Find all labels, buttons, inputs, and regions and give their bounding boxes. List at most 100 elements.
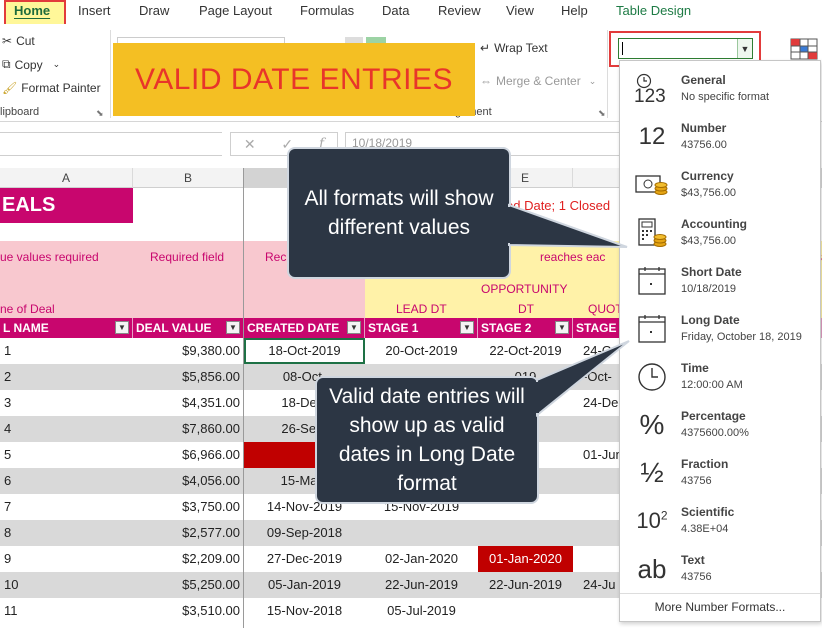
- column-header-e[interactable]: E: [478, 168, 573, 188]
- header-label: STAGE 2: [481, 321, 532, 335]
- tab-formulas[interactable]: Formulas: [300, 3, 355, 18]
- number-format-item-fraction[interactable]: ½ Fraction 43756: [620, 449, 820, 497]
- header-deal-name[interactable]: L NAME ▼: [0, 318, 133, 338]
- dialog-launcher-icon[interactable]: ⬊: [598, 108, 606, 118]
- cell-deal-value[interactable]: $5,856.00: [182, 369, 240, 384]
- format-painter-button[interactable]: 🖌 Format Painter: [2, 81, 101, 95]
- percent-icon: %: [639, 409, 665, 440]
- number-format-item-time[interactable]: Time 12:00:00 AM: [620, 353, 820, 401]
- cell-stage-2[interactable]: 22-Oct-2019: [489, 343, 562, 358]
- cell-deal-name[interactable]: 11: [4, 603, 18, 618]
- chevron-down-icon: ⌄: [588, 75, 597, 86]
- filter-dropdown-icon[interactable]: ▼: [460, 321, 474, 334]
- cell-deal-name[interactable]: 7: [4, 499, 12, 514]
- cell-created-date[interactable]: 05-Jan-2019: [268, 577, 341, 592]
- cell-stage-2[interactable]: [478, 598, 573, 624]
- tab-draw[interactable]: Draw: [139, 3, 170, 18]
- number-format-item-general[interactable]: 123 General No specific format: [620, 65, 820, 113]
- clock-icon: [632, 361, 672, 393]
- cell-deal-value[interactable]: $3,510.00: [182, 603, 240, 618]
- filter-dropdown-icon[interactable]: ▼: [115, 321, 129, 334]
- tab-review[interactable]: Review: [438, 3, 481, 18]
- column-header-a[interactable]: A: [0, 168, 133, 188]
- cell-stage-1[interactable]: [365, 520, 478, 546]
- cell-deal-name[interactable]: 1: [4, 343, 12, 358]
- number-format-item-accounting[interactable]: Accounting $43,756.00: [620, 209, 820, 257]
- tab-help[interactable]: Help: [561, 3, 588, 18]
- cell-deal-name[interactable]: 3: [4, 395, 12, 410]
- merge-center-button[interactable]: ⇔ Merge & Center ⌄: [480, 74, 596, 88]
- cell-stage-2[interactable]: [478, 520, 573, 546]
- number-format-item-text[interactable]: ab Text 43756: [620, 545, 820, 593]
- cell-deal-value[interactable]: $7,860.00: [182, 421, 240, 436]
- tab-page-layout[interactable]: Page Layout: [199, 3, 273, 18]
- chevron-down-icon[interactable]: ▼: [737, 39, 752, 58]
- cell-deal-value[interactable]: $9,380.00: [182, 343, 240, 358]
- cell-deal-name[interactable]: 6: [4, 473, 12, 488]
- cell-deal-value[interactable]: $5,250.00: [182, 577, 240, 592]
- tab-home[interactable]: Home: [14, 3, 51, 18]
- cell-created-date[interactable]: 15-Nov-2018: [266, 603, 343, 618]
- cell-stage-1[interactable]: 02-Jan-2020: [385, 551, 458, 566]
- general-123-icon: 123: [632, 73, 672, 107]
- table-row: 9 $2,209.00 27-Dec-2019 02-Jan-2020 01-Jan-2…: [0, 546, 822, 572]
- cut-button[interactable]: ✂ Cut: [2, 34, 35, 48]
- cell-stage-1[interactable]: 22-Jun-2019: [385, 577, 458, 592]
- cell-deal-name[interactable]: 9: [4, 551, 12, 566]
- cell-deal-name[interactable]: 10: [4, 577, 19, 592]
- cell-stage-2[interactable]: 22-Jun-2019: [489, 577, 562, 592]
- cell-created-date[interactable]: 18-Oct-2019: [244, 338, 365, 364]
- cell-created-date[interactable]: 09-Sep-2018: [266, 525, 343, 540]
- name-box[interactable]: [0, 132, 222, 156]
- filter-dropdown-icon[interactable]: ▼: [226, 321, 240, 334]
- number-format-item-short-date[interactable]: Short Date 10/18/2019: [620, 257, 820, 305]
- cell-stage-3[interactable]: 24-Dec: [583, 395, 625, 410]
- number-format-item-scientific[interactable]: 102 Scientific 4.38E+04: [620, 497, 820, 545]
- cell-stage-3[interactable]: 24-Ju: [583, 577, 616, 592]
- tab-insert[interactable]: Insert: [78, 3, 111, 18]
- cell-stage-1[interactable]: 20-Oct-2019: [385, 343, 458, 358]
- column-header-b[interactable]: B: [133, 168, 244, 188]
- header-created-date[interactable]: CREATED DATE ▼: [244, 318, 365, 338]
- cell-stage-1[interactable]: 05-Jul-2019: [387, 603, 456, 618]
- cut-label: Cut: [16, 34, 35, 48]
- copy-icon: ⧉: [2, 57, 11, 71]
- number-format-name: Long Date: [681, 313, 740, 327]
- conditional-formatting-icon[interactable]: [790, 38, 818, 60]
- cancel-icon[interactable]: ✕: [243, 135, 256, 152]
- number-format-item-percentage[interactable]: % Percentage 4375600.00%: [620, 401, 820, 449]
- copy-button[interactable]: ⧉ Copy ⌄: [2, 57, 60, 72]
- cell-deal-name[interactable]: 8: [4, 525, 12, 540]
- cell-deal-value[interactable]: $6,966.00: [182, 447, 240, 462]
- cell-deal-value[interactable]: $3,750.00: [182, 499, 240, 514]
- cell-deal-value[interactable]: $4,351.00: [182, 395, 240, 410]
- cell-deal-name[interactable]: 2: [4, 369, 12, 384]
- cell-deal-name[interactable]: 5: [4, 447, 12, 462]
- filter-dropdown-icon[interactable]: ▼: [347, 321, 361, 334]
- number-format-item-number[interactable]: 12 Number 43756.00: [620, 113, 820, 161]
- number-format-dropdown[interactable]: ▼: [618, 38, 753, 59]
- number-format-name: Scientific: [681, 505, 735, 519]
- enter-icon[interactable]: ✓: [281, 135, 294, 152]
- header-deal-value[interactable]: DEAL VALUE ▼: [133, 318, 244, 338]
- cell-stage-2[interactable]: 01-Jan-2020: [478, 546, 573, 572]
- header-stage-1[interactable]: STAGE 1 ▼: [365, 318, 478, 338]
- cell-deal-name[interactable]: 4: [4, 421, 12, 436]
- insert-function-icon[interactable]: f: [318, 136, 325, 152]
- header-stage-2[interactable]: STAGE 2 ▼: [478, 318, 573, 338]
- tab-data[interactable]: Data: [382, 3, 410, 18]
- cell-stage-3[interactable]: 01-Jun: [583, 447, 623, 462]
- cell-deal-value[interactable]: $2,577.00: [182, 525, 240, 540]
- more-number-formats-link[interactable]: More Number Formats...: [620, 593, 820, 621]
- wrap-text-button[interactable]: ↵ Wrap Text: [480, 41, 548, 55]
- filter-dropdown-icon[interactable]: ▼: [555, 321, 569, 334]
- cell-deal-value[interactable]: $2,209.00: [182, 551, 240, 566]
- cell-created-date[interactable]: 27-Dec-2019: [266, 551, 343, 566]
- cell-deal-value[interactable]: $4,056.00: [182, 473, 240, 488]
- name-of-deal-note: ne of Deal: [0, 302, 55, 316]
- dialog-launcher-icon[interactable]: ⬊: [96, 108, 104, 118]
- number-format-item-currency[interactable]: Currency $43,756.00: [620, 161, 820, 209]
- number-format-item-long-date[interactable]: Long Date Friday, October 18, 2019: [620, 305, 820, 353]
- tab-view[interactable]: View: [506, 3, 534, 18]
- tab-table-design[interactable]: Table Design: [616, 3, 692, 18]
